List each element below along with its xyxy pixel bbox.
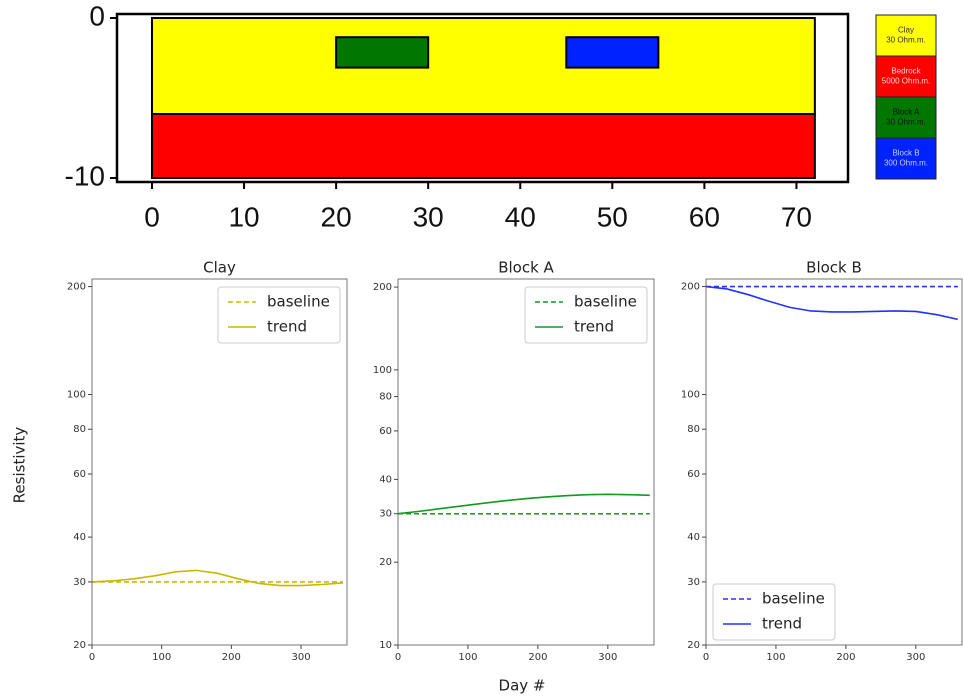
x-tick-label: 10 (228, 201, 259, 232)
y-tick-label: 200 (681, 282, 700, 293)
y-tick-label: 200 (373, 282, 392, 293)
y-tick-label: 80 (687, 424, 700, 435)
model-block (152, 114, 815, 178)
x-tick-label: 200 (222, 652, 241, 663)
x-tick-label: 40 (505, 201, 536, 232)
legend-label: trend (762, 615, 802, 633)
y-tick-label: 60 (73, 469, 86, 480)
y-tick-label: 40 (379, 474, 392, 485)
y-tick-label: 60 (379, 426, 392, 437)
y-tick-label: 80 (379, 392, 392, 403)
x-tick-label: 60 (689, 201, 720, 232)
x-tick-label: 70 (781, 201, 812, 232)
figure: Day # Resistivity 0102030405060700-10Cla… (0, 0, 963, 696)
x-tick-label: 100 (458, 652, 477, 663)
chart-title: Clay (203, 259, 236, 277)
chart-title: Block B (806, 259, 862, 277)
x-axis-title: Day # (499, 677, 546, 695)
x-tick-label: 300 (906, 652, 925, 663)
x-tick-label: 0 (144, 201, 160, 232)
y-tick-label: -10 (65, 160, 105, 191)
x-tick-label: 0 (89, 652, 95, 663)
legend-label: trend (267, 318, 307, 336)
legend-label: trend (574, 318, 614, 336)
y-tick-label: 40 (687, 532, 700, 543)
x-tick-label: 20 (321, 201, 352, 232)
x-tick-label: 100 (152, 652, 171, 663)
legend-label: Bedrock (891, 67, 921, 76)
y-tick-label: 80 (73, 424, 86, 435)
y-tick-label: 20 (687, 640, 700, 651)
legend-label: Clay (898, 26, 914, 35)
y-tick-label: 30 (687, 577, 700, 588)
y-tick-label: 20 (379, 557, 392, 568)
x-tick-label: 200 (528, 652, 547, 663)
legend-label: 30 Ohm.m. (886, 36, 926, 45)
legend-label: 30 Ohm.m. (886, 118, 926, 127)
x-tick-label: 300 (598, 652, 617, 663)
y-tick-label: 0 (89, 0, 105, 31)
x-tick-label: 200 (836, 652, 855, 663)
y-tick-label: 40 (73, 532, 86, 543)
y-tick-label: 10 (379, 640, 392, 651)
y-tick-label: 100 (67, 389, 86, 400)
model-block (336, 37, 428, 67)
chart-title: Block A (498, 259, 554, 277)
y-tick-label: 200 (67, 282, 86, 293)
x-tick-label: 0 (395, 652, 401, 663)
legend-label: 300 Ohm.m. (884, 159, 928, 168)
series-line (92, 570, 343, 585)
y-tick-label: 60 (687, 469, 700, 480)
model-block (152, 18, 815, 114)
y-tick-label: 30 (73, 577, 86, 588)
y-tick-label: 100 (373, 365, 392, 376)
legend-label: Block A (893, 108, 920, 117)
series-line (398, 494, 650, 513)
model-block (566, 37, 658, 67)
y-tick-label: 20 (73, 640, 86, 651)
x-tick-label: 300 (291, 652, 310, 663)
legend-label: 5000 Ohm.m. (882, 77, 930, 86)
x-tick-label: 100 (766, 652, 785, 663)
x-tick-label: 0 (703, 652, 709, 663)
x-tick-label: 30 (413, 201, 444, 232)
x-tick-label: 50 (597, 201, 628, 232)
legend-label: baseline (574, 293, 637, 311)
page: {"xlabel": "Day #", "ylabel": "Resistivi… (0, 0, 963, 696)
series-line (706, 287, 958, 320)
y-tick-label: 30 (379, 509, 392, 520)
legend-label: Block B (892, 149, 919, 158)
legend-label: baseline (267, 293, 330, 311)
legend-label: baseline (762, 590, 825, 608)
y-axis-title: Resistivity (11, 427, 29, 504)
y-tick-label: 100 (681, 389, 700, 400)
